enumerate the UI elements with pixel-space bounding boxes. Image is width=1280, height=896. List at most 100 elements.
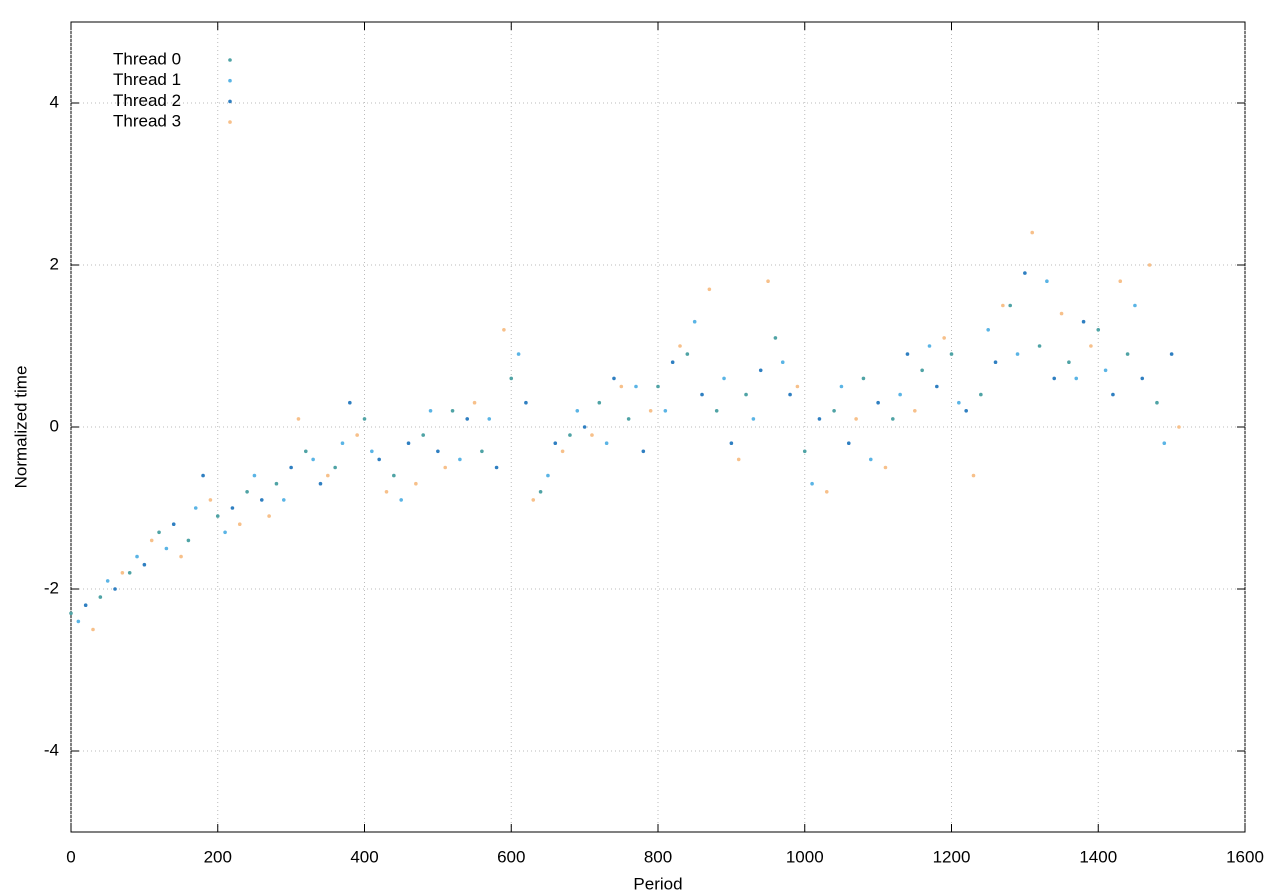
data-point bbox=[678, 344, 682, 348]
data-point bbox=[384, 490, 389, 494]
data-point bbox=[766, 279, 770, 284]
data-point bbox=[935, 384, 939, 389]
y-axis-label: Normalized time bbox=[11, 366, 30, 489]
data-point bbox=[311, 457, 315, 462]
data-point bbox=[1045, 279, 1049, 284]
y-tick-label: 4 bbox=[50, 92, 59, 111]
data-point bbox=[208, 498, 213, 502]
x-tick-label: 200 bbox=[204, 847, 232, 866]
x-tick-label: 1000 bbox=[786, 847, 824, 866]
data-point bbox=[348, 400, 352, 405]
data-point bbox=[942, 336, 946, 340]
data-point bbox=[370, 449, 374, 454]
data-point bbox=[487, 417, 492, 421]
data-point bbox=[1118, 279, 1123, 284]
data-point bbox=[839, 384, 844, 389]
data-point bbox=[304, 449, 308, 454]
data-point bbox=[758, 368, 763, 373]
data-point bbox=[465, 417, 470, 421]
y-tick-label: 0 bbox=[50, 416, 59, 435]
data-point bbox=[494, 465, 499, 470]
data-point bbox=[237, 522, 242, 526]
data-point bbox=[722, 376, 726, 381]
data-point bbox=[560, 449, 565, 454]
data-point bbox=[663, 409, 668, 413]
data-point bbox=[179, 554, 183, 559]
data-point bbox=[846, 441, 851, 446]
data-point bbox=[149, 538, 154, 543]
data-point bbox=[927, 344, 932, 348]
data-point bbox=[729, 441, 734, 446]
legend-marker bbox=[228, 78, 232, 83]
data-point bbox=[1059, 311, 1064, 316]
data-point bbox=[193, 506, 198, 510]
data-point bbox=[318, 481, 323, 486]
data-point bbox=[120, 571, 125, 575]
data-point bbox=[142, 562, 147, 567]
data-point bbox=[1169, 352, 1174, 356]
data-point bbox=[127, 571, 132, 575]
data-point bbox=[259, 498, 264, 502]
data-point bbox=[891, 417, 895, 421]
data-point bbox=[553, 441, 558, 446]
data-point bbox=[1023, 271, 1027, 275]
data-point bbox=[201, 473, 205, 478]
data-point bbox=[223, 530, 227, 535]
data-point bbox=[399, 498, 403, 502]
data-point bbox=[964, 409, 968, 413]
x-tick-label: 1400 bbox=[1079, 847, 1117, 866]
data-point bbox=[281, 498, 286, 502]
data-point bbox=[597, 400, 602, 405]
data-point bbox=[1133, 303, 1137, 308]
y-tick-label: -2 bbox=[44, 578, 59, 597]
data-point bbox=[546, 473, 550, 478]
data-point bbox=[604, 441, 609, 446]
data-point bbox=[979, 392, 983, 397]
data-point bbox=[171, 522, 176, 526]
data-point bbox=[76, 619, 81, 624]
data-point bbox=[641, 449, 646, 454]
data-point bbox=[634, 384, 638, 389]
data-point bbox=[1030, 230, 1035, 235]
data-point bbox=[795, 384, 800, 389]
data-point bbox=[575, 409, 580, 413]
legend-label: Thread 0 bbox=[113, 49, 181, 68]
data-point bbox=[164, 546, 169, 551]
data-point bbox=[1074, 376, 1079, 381]
data-point bbox=[296, 417, 301, 421]
data-point bbox=[458, 457, 462, 462]
legend-label: Thread 1 bbox=[113, 70, 181, 89]
data-point bbox=[883, 465, 888, 470]
data-point bbox=[245, 490, 249, 494]
data-point bbox=[1052, 376, 1057, 381]
data-point bbox=[817, 417, 822, 421]
data-point bbox=[656, 384, 660, 389]
data-point bbox=[582, 425, 587, 429]
data-point bbox=[215, 514, 220, 518]
data-point bbox=[516, 352, 521, 356]
x-tick-label: 1600 bbox=[1226, 847, 1264, 866]
data-point bbox=[824, 490, 829, 494]
data-point bbox=[590, 433, 594, 437]
data-point bbox=[788, 392, 792, 397]
y-tick-label: -4 bbox=[44, 740, 59, 759]
data-point bbox=[98, 595, 103, 599]
data-point bbox=[252, 473, 257, 478]
x-tick-label: 400 bbox=[350, 847, 378, 866]
data-point bbox=[538, 490, 543, 494]
data-point bbox=[971, 473, 976, 478]
data-point bbox=[1001, 303, 1005, 308]
data-point bbox=[113, 587, 117, 591]
data-point bbox=[502, 328, 506, 332]
data-point bbox=[1067, 360, 1071, 365]
data-point bbox=[230, 506, 235, 510]
x-tick-label: 800 bbox=[644, 847, 672, 866]
data-point bbox=[736, 457, 741, 462]
data-point bbox=[289, 465, 293, 470]
data-point bbox=[626, 417, 631, 421]
data-point bbox=[421, 433, 426, 437]
data-point bbox=[876, 400, 880, 405]
data-point bbox=[406, 441, 411, 446]
data-point bbox=[83, 603, 88, 607]
